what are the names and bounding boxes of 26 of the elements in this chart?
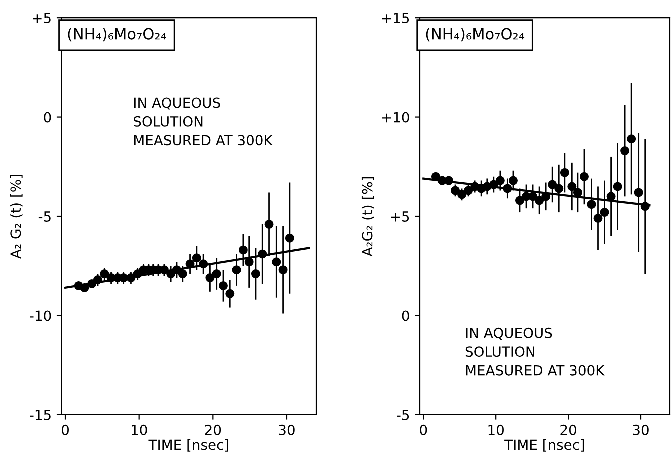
y-tick-label: -5 (38, 212, 51, 222)
y-tick-label: +5 (391, 212, 410, 222)
y-tick-label: +5 (33, 13, 51, 24)
x-axis-title: TIME [nsec] (148, 439, 228, 452)
x-tick-label: 10 (488, 424, 504, 436)
x-tick-label: 30 (279, 424, 295, 436)
text: (NH₄)₆Mo₇O₂₄ (426, 28, 525, 42)
y-tick-label: -5 (397, 410, 410, 420)
x-axis-title: TIME [nsec] (504, 439, 584, 452)
x-tick-label: 30 (633, 424, 649, 436)
x-tick-label: 0 (420, 424, 428, 436)
x-tick-label: 20 (205, 424, 222, 436)
annotation: IN AQUEOUS SOLUTION MEASURED AT 300K (134, 98, 274, 146)
annotation: IN AQUEOUS SOLUTION MEASURED AT 300K (466, 328, 606, 376)
y-tick-label: +15 (382, 13, 410, 24)
y-tick-label: -15 (30, 410, 51, 420)
y-tick-label: -10 (30, 310, 52, 322)
y-tick-label: 0 (44, 112, 52, 123)
y-tick-label: +10 (382, 112, 410, 123)
x-tick-label: 0 (62, 424, 70, 436)
y-axis-title: A₂ G₂ (t) [%] (10, 175, 23, 259)
x-tick-label: 10 (132, 424, 148, 436)
x-tick-label: 20 (560, 424, 576, 436)
text: (NH₄)₆Mo₇O₂₄ (68, 28, 166, 42)
y-axis-title: A₂G₂ (t) [%] (362, 177, 374, 257)
y-tick-label: 0 (402, 310, 410, 322)
